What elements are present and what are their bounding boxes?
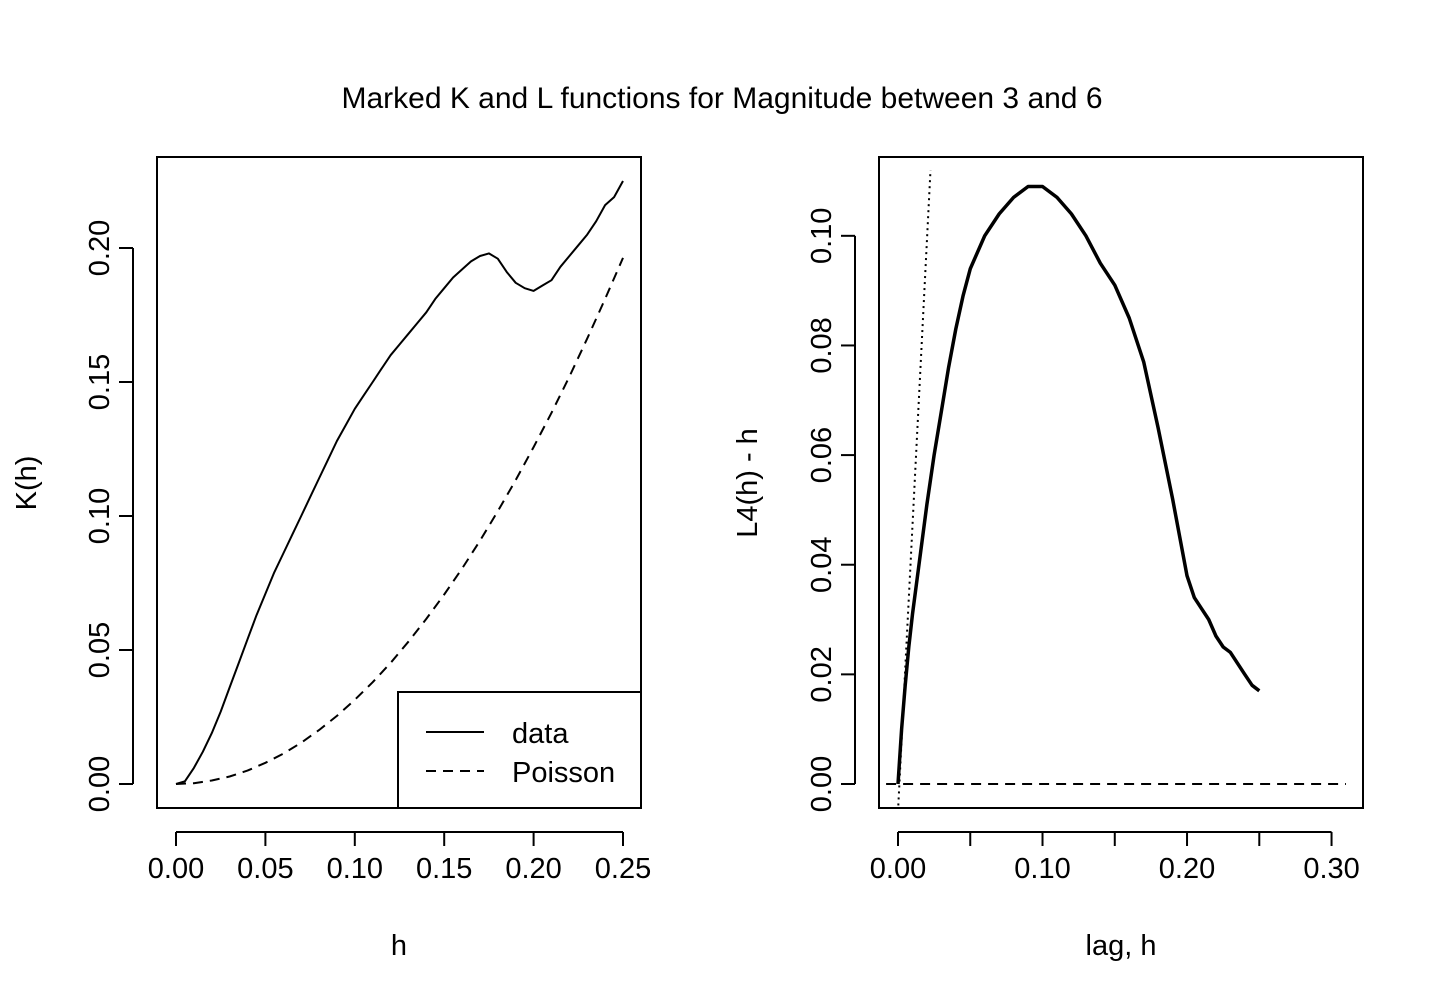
l-y-tick-label: 0.02: [806, 646, 838, 702]
l-y-axis-label: L4(h) - h: [732, 428, 764, 538]
k-y-tick-label: 0.20: [84, 220, 116, 276]
l-x-tick-label: 0.30: [1303, 853, 1359, 885]
l-series-layer: [879, 169, 1346, 808]
l-series-reference-line: [897, 169, 932, 808]
l-y-tick-label: 0.10: [806, 208, 838, 264]
l-x-tick-label: 0.20: [1159, 853, 1215, 885]
l-y-tick-label: 0.08: [806, 317, 838, 373]
l-series-estimate-line: [896, 184, 1261, 785]
k-x-tick-label: 0.00: [148, 853, 204, 885]
k-series-data-line: [175, 180, 624, 785]
k-x-tick-label: 0.15: [416, 853, 472, 885]
l-y-tick-label: 0.04: [806, 537, 838, 593]
k-y-tick-label: 0.05: [84, 622, 116, 678]
k-x-axis-label: h: [391, 930, 407, 962]
l-y-tick-label: 0.00: [806, 756, 838, 812]
l-y-tick-label: 0.06: [806, 427, 838, 483]
k-series-layer: [175, 180, 624, 785]
l-plot-frame: [878, 156, 1364, 809]
k-function-panel: 0.00 0.05 0.10 0.15 0.20 0.25 0.00 0.05 0.10 0.1…: [11, 156, 651, 962]
k-legend: data Poisson: [397, 691, 642, 809]
l-x-tick-label: 0.10: [1014, 853, 1070, 885]
k-y-axis-label: K(h): [11, 456, 43, 511]
k-x-axis: 0.00 0.05 0.10 0.15 0.20 0.25: [148, 831, 651, 885]
k-y-axis: 0.00 0.05 0.10 0.15 0.20: [84, 220, 134, 812]
legend-box: [397, 691, 642, 809]
k-series-poisson-line: [175, 257, 624, 785]
l-x-axis: 0.00 0.10 0.20 0.30: [870, 831, 1360, 885]
figure-title: Marked K and L functions for Magnitude b…: [341, 82, 1102, 115]
legend-label-poisson: Poisson: [512, 757, 615, 789]
k-x-tick-label: 0.05: [237, 853, 293, 885]
k-y-tick-label: 0.15: [84, 354, 116, 410]
l-function-panel: 0.00 0.10 0.20 0.30 0.00 0.02 0.04 0.06 0.08 0.1…: [732, 156, 1364, 962]
k-x-tick-label: 0.20: [505, 853, 561, 885]
l-x-tick-label: 0.00: [870, 853, 926, 885]
l-x-axis-label: lag, h: [1086, 930, 1157, 962]
legend-label-data: data: [512, 718, 569, 750]
k-y-tick-label: 0.00: [84, 756, 116, 812]
l-y-axis: 0.00 0.02 0.04 0.06 0.08 0.10: [806, 208, 856, 812]
k-x-tick-label: 0.25: [595, 853, 651, 885]
k-y-tick-label: 0.10: [84, 488, 116, 544]
k-x-tick-label: 0.10: [327, 853, 383, 885]
